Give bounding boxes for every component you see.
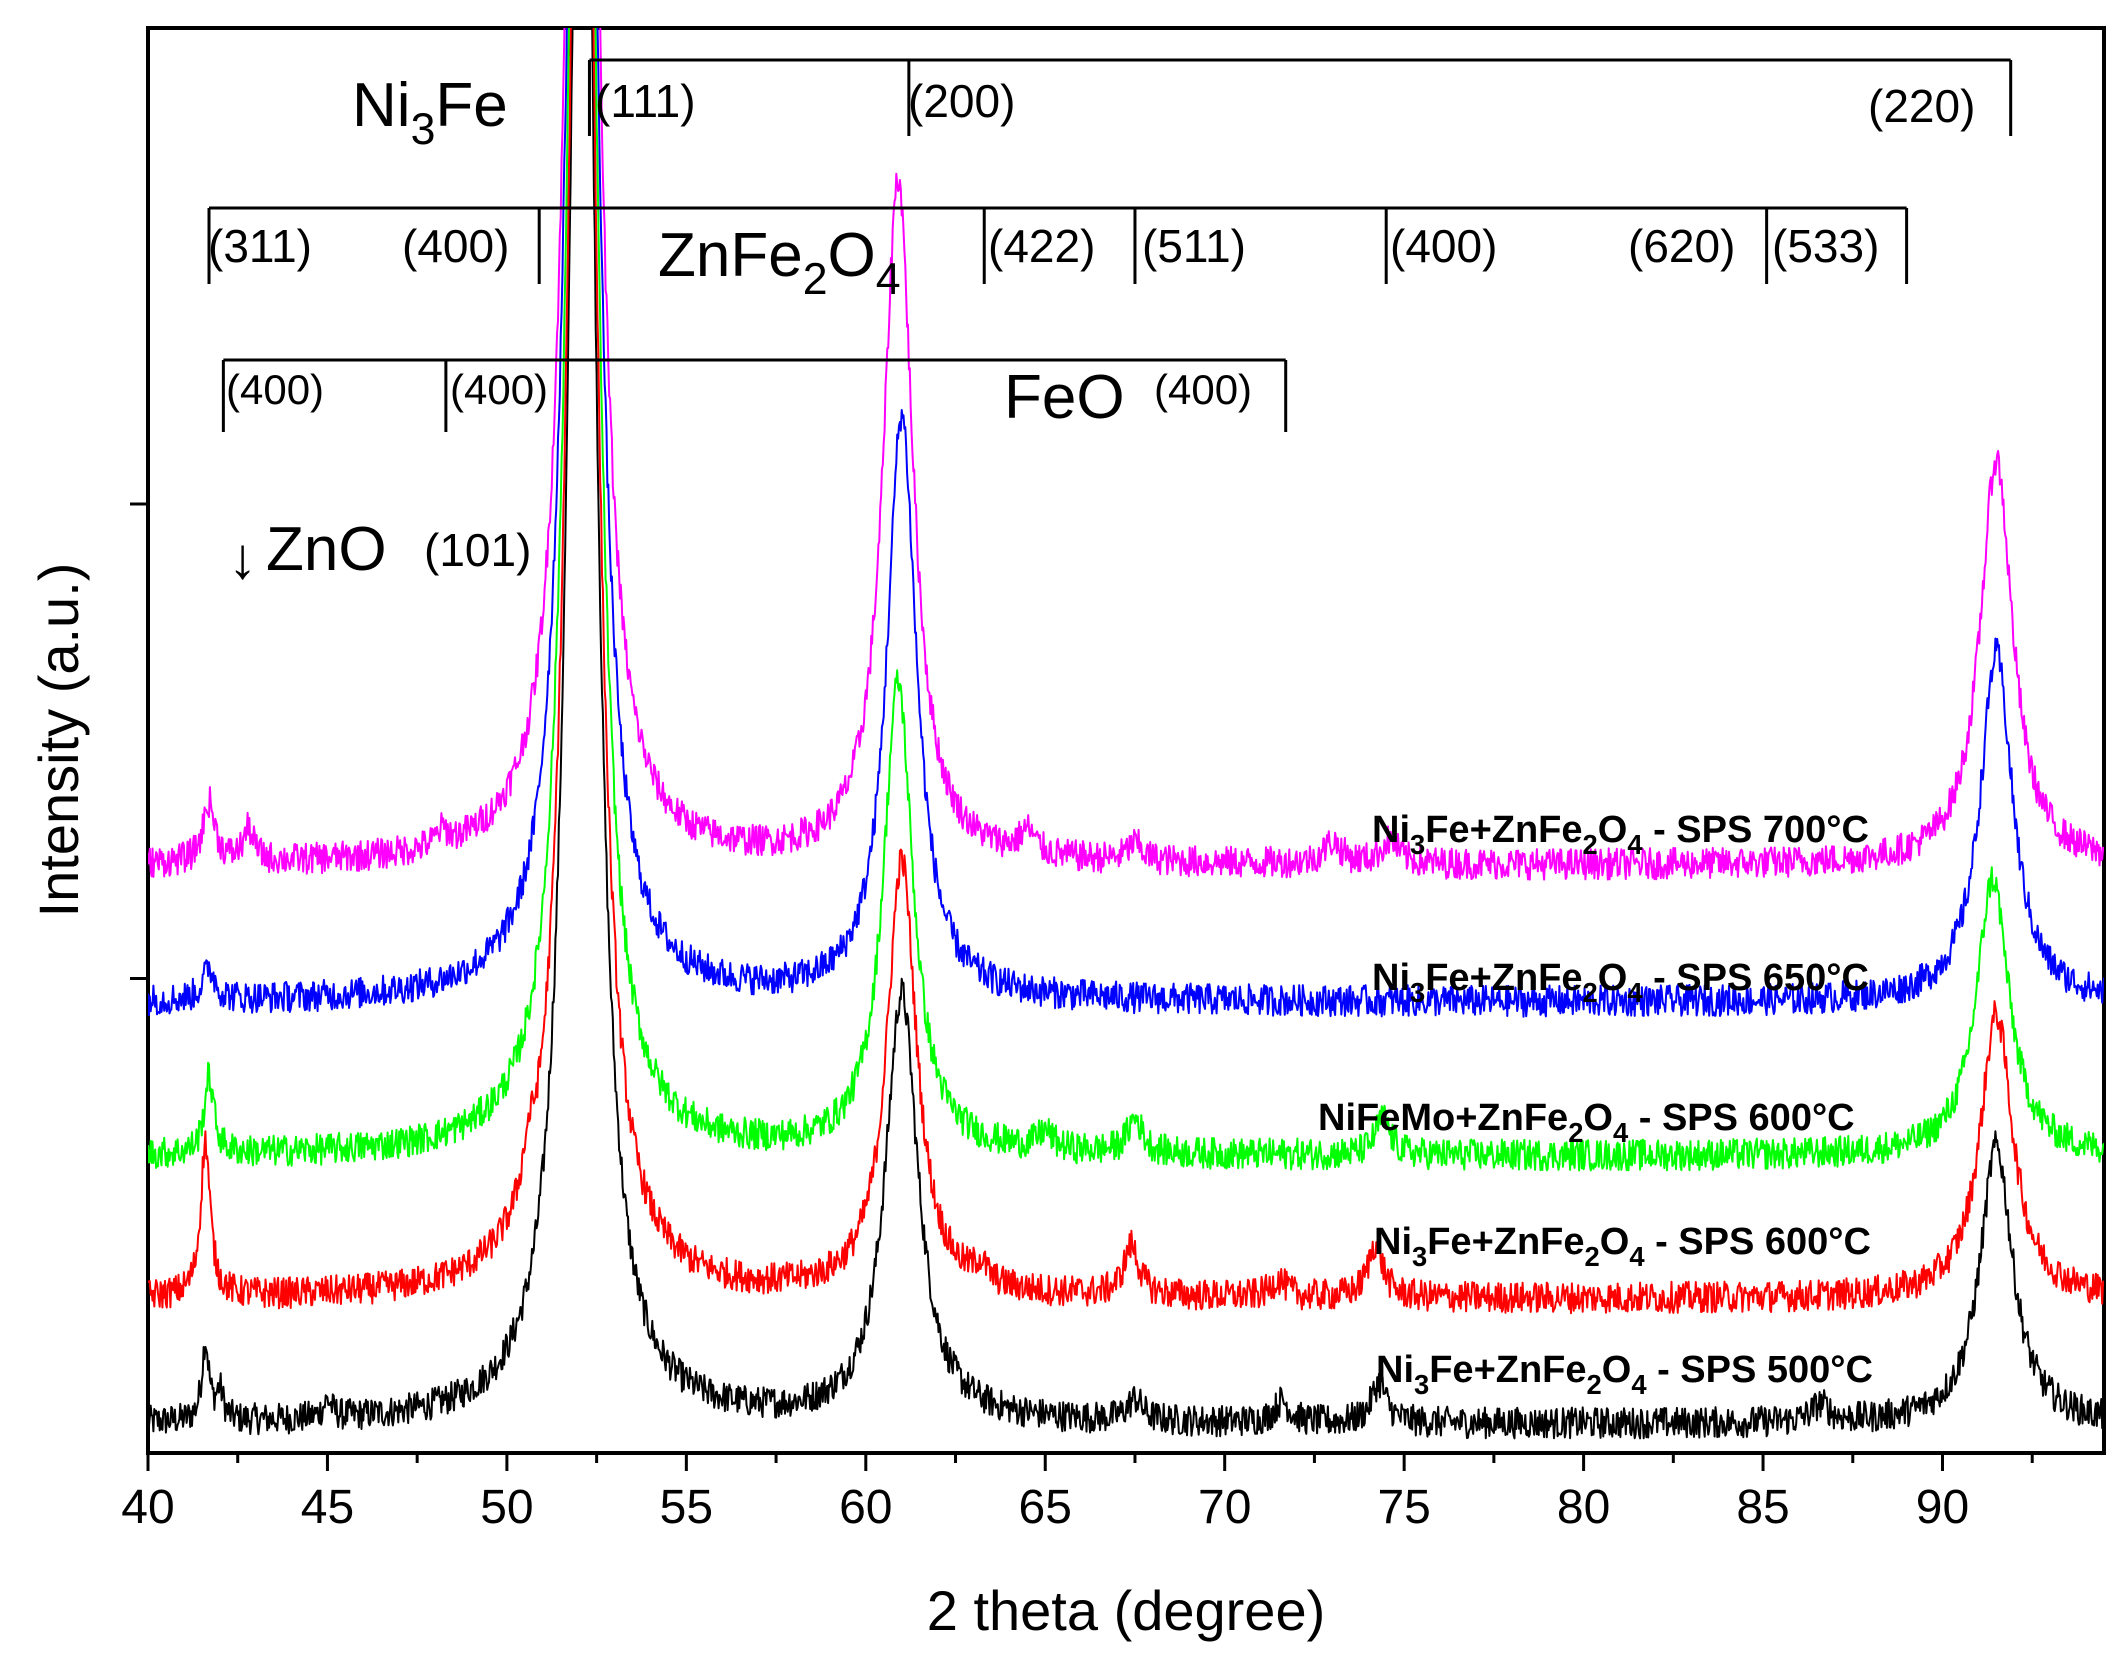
x-tick-label-55: 55 (660, 1481, 713, 1534)
x-tick-label-60: 60 (839, 1481, 892, 1534)
ni3fe-hkl-220: (220) (1868, 80, 1975, 132)
x-tick-label-45: 45 (301, 1481, 354, 1534)
series-line-1 (148, 28, 2104, 1315)
y-axis-ticks (130, 502, 148, 980)
x-tick-label-65: 65 (1019, 1481, 1072, 1534)
x-tick-label-50: 50 (480, 1481, 533, 1534)
x-axis-title: 2 theta (degree) (927, 1579, 1325, 1642)
x-axis-ticks: 40 45 50 55 60 65 70 75 80 85 90 (121, 1453, 2034, 1534)
series-label-700: Ni3Fe+ZnFe2O4 - SPS 700°C (1372, 809, 1869, 860)
ni3fe-hkl-200: (200) (908, 75, 1015, 127)
x-tick-label-85: 85 (1736, 1481, 1789, 1534)
znfe2o4-phase-label: ZnFe2O4 (658, 221, 901, 304)
y-axis-title: Intensity (a.u.) (27, 563, 90, 918)
znfe2o4-hkl-311: (311) (208, 220, 312, 272)
plot-frame (146, 26, 2106, 1455)
znfe2o4-hkl-400b: (400) (1390, 220, 1497, 272)
znfe2o4-hkl-533: (533) (1772, 220, 1879, 272)
series-line-2 (148, 28, 2104, 1172)
feo-hkl-400b: (400) (450, 366, 548, 413)
series-label-500: Ni3Fe+ZnFe2O4 - SPS 500°C (1376, 1349, 1873, 1400)
series-label-600: Ni3Fe+ZnFe2O4 - SPS 600°C (1374, 1221, 1871, 1272)
x-tick-label-40: 40 (121, 1481, 174, 1534)
ni3fe-hkl-111: (111) (595, 75, 696, 127)
ni3fe-phase-label: Ni3Fe (352, 71, 508, 154)
znfe2o4-hkl-400a: (400) (402, 220, 509, 272)
series-label-nifemo-600: NiFeMo+ZnFe2O4 - SPS 600°C (1318, 1097, 1855, 1148)
feo-hkl-400a: (400) (226, 366, 324, 413)
feo-hkl-400c: (400) (1154, 366, 1252, 413)
zno-hkl-101: (101) (424, 524, 531, 576)
series-line-3 (148, 28, 2104, 1018)
series-traces (148, 28, 2104, 1440)
x-tick-label-75: 75 (1377, 1481, 1430, 1534)
znfe2o4-hkl-511: (511) (1142, 220, 1246, 272)
reflection-markers (207, 58, 2013, 432)
znfe2o4-hkl-422: (422) (988, 220, 1095, 272)
x-tick-label-80: 80 (1557, 1481, 1610, 1534)
feo-phase-label: FeO (1004, 363, 1125, 432)
series-label-650: Ni3Fe+ZnFe2O4 - SPS 650°C (1372, 957, 1869, 1008)
zno-phase-label: ZnO (266, 515, 387, 584)
series-line-4 (148, 28, 2104, 881)
zno-arrow-icon: ↓ (228, 526, 257, 591)
series-line-0 (148, 28, 2104, 1440)
x-tick-label-70: 70 (1198, 1481, 1251, 1534)
x-tick-label-90: 90 (1916, 1481, 1969, 1534)
znfe2o4-hkl-620: (620) (1628, 220, 1735, 272)
